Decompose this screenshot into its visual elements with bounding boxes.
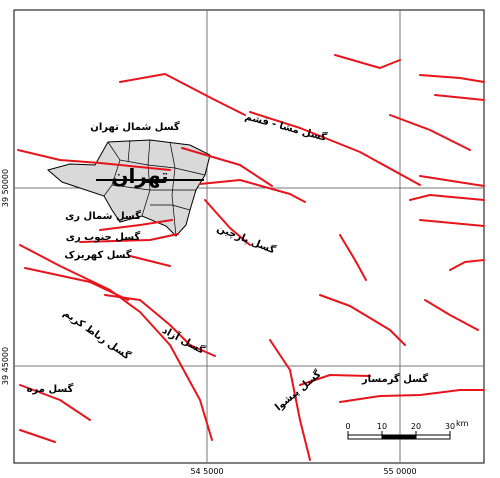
coordinate-label: 39 45000 [1, 347, 10, 385]
tehran-city [46, 139, 211, 237]
scale-label: 0 [345, 422, 350, 431]
fault-label: گسل شمال تهران [90, 120, 180, 133]
fault-label: گسل مره [27, 382, 74, 395]
fault-label: گسل شمال ری [65, 209, 141, 222]
faults [17, 54, 485, 461]
fault-label: گسل کهریزک [64, 248, 131, 261]
coordinate-label: 54 5000 [190, 467, 223, 476]
scale-unit: km [456, 419, 469, 428]
scale-label: 10 [377, 422, 387, 431]
scale-label: 20 [411, 422, 421, 431]
map-frame [13, 9, 485, 464]
coordinate-label: 55 0000 [383, 467, 416, 476]
coordinate-label: 39 50000 [1, 169, 10, 207]
fault-label: گسل گرمسار [361, 372, 428, 385]
fault-label: گسل جنوب ری [66, 230, 141, 243]
coordinate-labels: 39 50000 39 45000 54 5000 55 0000 [1, 169, 417, 476]
scale-bar: 0 10 20 30 km [345, 419, 469, 440]
city-label: تهران [111, 164, 168, 188]
scale-label: 30 [445, 422, 455, 431]
